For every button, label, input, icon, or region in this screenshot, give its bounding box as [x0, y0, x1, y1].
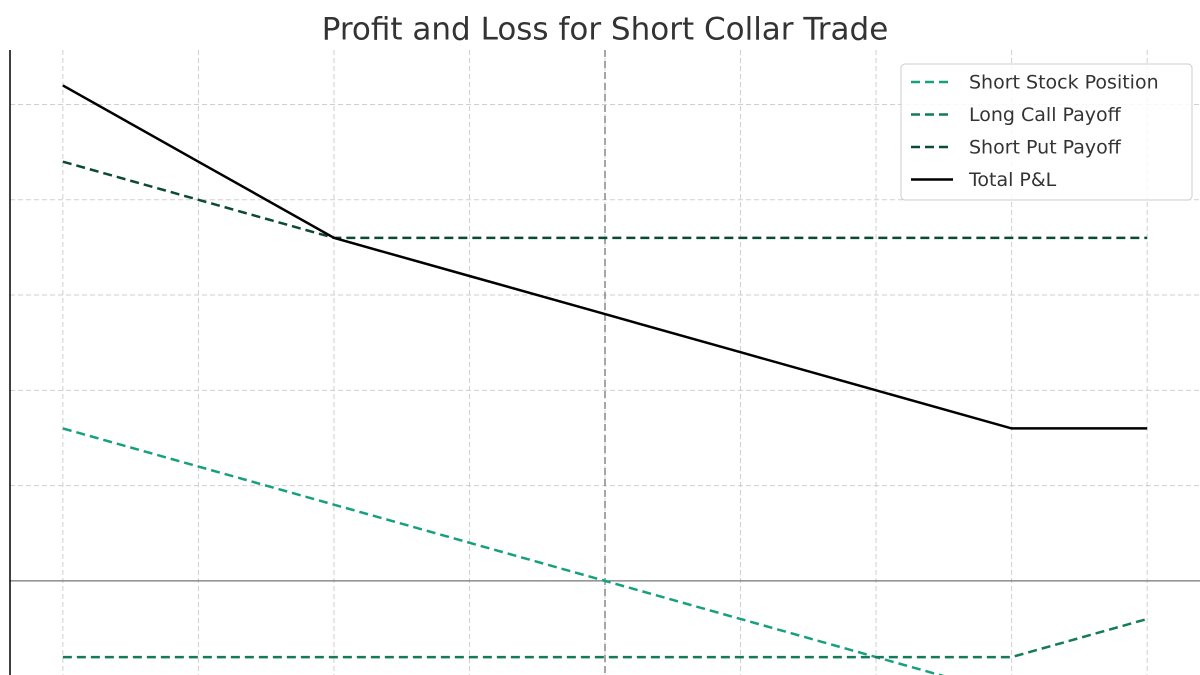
series-line: [62, 617, 1148, 659]
plot-area: [62, 84, 1148, 675]
chart-title: Profit and Loss for Short Collar Trade: [322, 12, 889, 48]
series-line: [62, 427, 945, 675]
legend-label: Short Put Payoff: [969, 137, 1122, 159]
series-line: [62, 84, 1148, 430]
legend-label: Short Stock Position: [969, 72, 1159, 94]
grid: [9, 50, 1200, 675]
legend-label: Long Call Payoff: [969, 104, 1122, 126]
legend: Short Stock Position Long Call Payoff Shor…: [900, 63, 1193, 201]
series-line: [62, 160, 1148, 240]
legend-box: [900, 63, 1193, 201]
legend-label: Total P&L: [968, 169, 1057, 191]
